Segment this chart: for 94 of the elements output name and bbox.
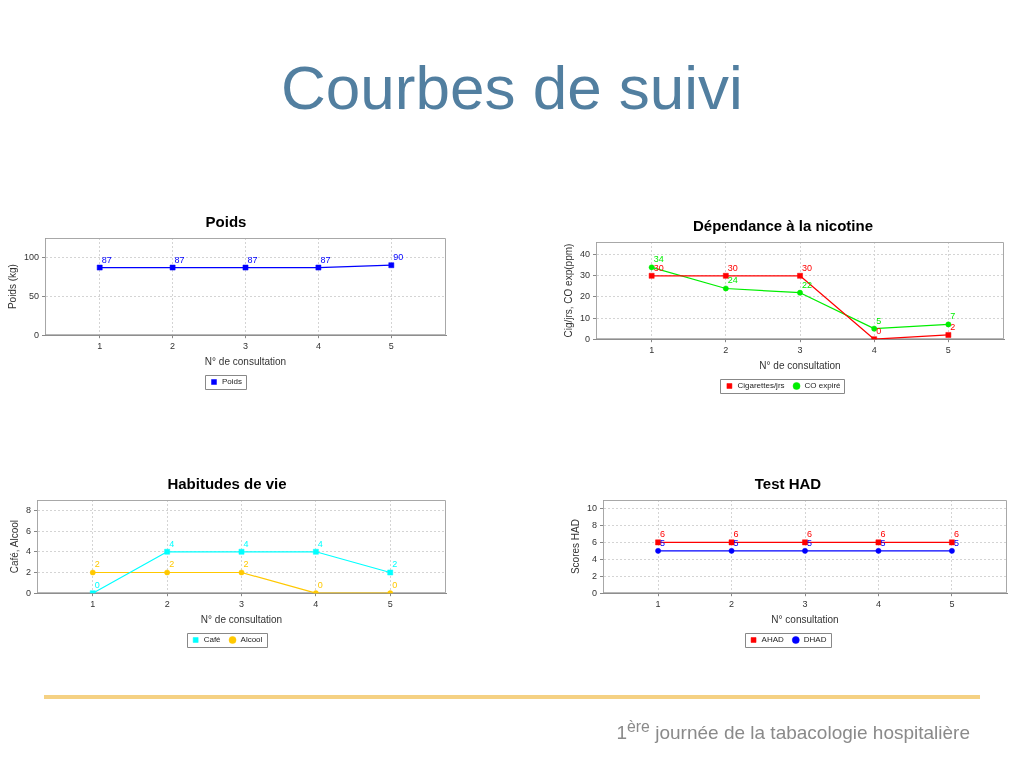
x-tick-label: 4 — [313, 599, 319, 610]
x-tick-label: 4 — [875, 599, 881, 610]
y-tick-label: 0 — [34, 329, 40, 340]
y-tick-label: 4 — [25, 546, 32, 557]
x-axis-title: N° de consultation — [200, 613, 283, 625]
y-tick-label: 10 — [587, 502, 598, 513]
y-tick-label: 8 — [25, 504, 32, 515]
y-tick-label: 50 — [29, 290, 40, 301]
y-axis-title: Scores HAD — [569, 519, 581, 575]
y-tick-label: 20 — [580, 291, 591, 302]
data-label: 2 — [94, 559, 100, 570]
x-axis-title: N° de consultation — [759, 359, 841, 371]
legend-label: CO expiré — [804, 381, 842, 391]
x-tick-label: 5 — [388, 341, 394, 352]
x-tick-label: 4 — [315, 341, 321, 352]
y-tick-label: 0 — [25, 587, 32, 598]
data-label: 87 — [101, 254, 112, 265]
data-label: 6 — [660, 529, 666, 540]
y-tick-label: 6 — [592, 536, 598, 547]
x-tick-label: 2 — [729, 599, 735, 610]
chart-title: Dépendance à la nicotine — [692, 217, 874, 235]
data-label: 5 — [733, 537, 739, 548]
y-axis-title: Café, Alcool — [8, 519, 20, 574]
x-tick-label: 5 — [387, 599, 393, 610]
text: 1$^{ère}$ journée de la tabacologie hospitalière — [616, 718, 970, 746]
x-tick-label: 2 — [170, 341, 176, 352]
text: Courbes de suivi — [281, 52, 743, 124]
legend-label: Alcool — [240, 635, 263, 645]
data-label: 5 — [660, 537, 666, 548]
data-label: 0 — [392, 580, 398, 591]
y-tick-label: 40 — [580, 249, 591, 260]
y-tick-label: 0 — [585, 333, 591, 344]
y-tick-label: 0 — [592, 587, 598, 598]
data-label: 6 — [953, 529, 959, 540]
data-label: 87 — [320, 254, 331, 265]
data-label: 2 — [950, 321, 956, 332]
data-label: 5 — [880, 537, 886, 548]
data-label: 30 — [802, 262, 813, 273]
data-label: 30 — [727, 262, 738, 273]
data-label: 5 — [876, 315, 882, 326]
data-label: 0 — [94, 580, 100, 591]
data-label: 6 — [733, 529, 739, 540]
data-label: 22 — [802, 279, 813, 290]
chart-title: Habitudes de vie — [167, 475, 287, 493]
data-label: 90 — [393, 252, 404, 263]
data-label: 87 — [247, 254, 258, 265]
data-label: 6 — [807, 529, 813, 540]
x-tick-label: 1 — [655, 599, 661, 610]
y-tick-label: 100 — [23, 251, 40, 262]
y-axis-title: Poids (kg) — [6, 264, 18, 310]
chart-title: Test HAD — [754, 475, 822, 493]
x-tick-label: 3 — [802, 599, 808, 610]
data-label: 0 — [876, 326, 882, 337]
legend-label: Cigarettes/jrs — [737, 381, 785, 391]
data-label: 6 — [880, 529, 886, 540]
x-tick-label: 1 — [649, 345, 655, 356]
data-label: 4 — [317, 538, 323, 549]
y-tick-label: 30 — [580, 270, 591, 281]
data-label: 34 — [653, 254, 664, 265]
x-tick-label: 3 — [243, 341, 249, 352]
y-tick-label: 10 — [580, 312, 591, 323]
data-label: 7 — [950, 311, 956, 322]
x-tick-label: 3 — [797, 345, 803, 356]
y-axis-title: Cig/jrs, CO exp(ppm) — [562, 243, 574, 338]
data-label: 0 — [317, 580, 323, 591]
data-label: 2 — [169, 559, 175, 570]
y-tick-label: 6 — [25, 525, 32, 536]
data-label: 2 — [243, 559, 249, 570]
x-tick-label: 5 — [945, 345, 951, 356]
legend-label: AHAD — [761, 635, 784, 645]
data-label: 2 — [392, 559, 398, 570]
data-label: 87 — [174, 254, 185, 265]
legend-label: Café — [203, 635, 222, 645]
x-axis-title: N° consultation — [771, 613, 839, 625]
y-tick-label: 8 — [592, 519, 598, 530]
data-label: 4 — [243, 538, 249, 549]
legend-label: DHAD — [803, 635, 827, 645]
chart-title: Poids — [205, 213, 247, 231]
y-tick-label: 2 — [592, 570, 598, 581]
data-label: 4 — [169, 538, 175, 549]
x-tick-label: 4 — [871, 345, 877, 356]
y-tick-label: 4 — [592, 553, 598, 564]
x-tick-label: 2 — [164, 599, 170, 610]
x-axis-title: N° de consultation — [204, 355, 287, 367]
data-label: 5 — [807, 537, 813, 548]
x-tick-label: 5 — [949, 599, 955, 610]
x-tick-label: 3 — [238, 599, 245, 610]
data-label: 5 — [953, 537, 959, 548]
x-tick-label: 1 — [97, 341, 103, 352]
data-label: 24 — [727, 275, 738, 286]
x-tick-label: 1 — [90, 599, 96, 610]
legend-label: Poids — [221, 377, 243, 387]
x-tick-label: 2 — [723, 345, 729, 356]
y-tick-label: 2 — [25, 566, 32, 577]
